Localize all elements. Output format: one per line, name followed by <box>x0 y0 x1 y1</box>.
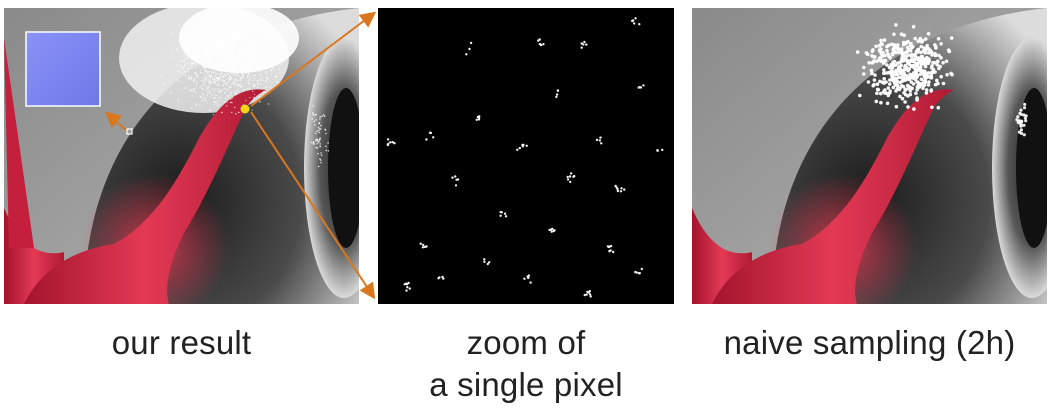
pixel-marker-box <box>126 128 133 135</box>
caption-naive-sampling: naive sampling (2h) <box>692 322 1047 364</box>
caption-zoom-line1: zoom of <box>466 324 586 361</box>
render-our-result <box>4 8 359 304</box>
caption-naive-sampling-text: naive sampling (2h) <box>723 324 1016 361</box>
zoom-pixel-speckles <box>378 8 674 304</box>
normal-map-thumbnail <box>25 31 101 107</box>
highlighted-pixel-marker <box>240 104 250 114</box>
render-naive-sampling <box>692 8 1047 304</box>
zoom-single-pixel-image <box>378 8 674 304</box>
caption-our-result-text: our result <box>111 324 252 361</box>
caption-zoom-line2: a single pixel <box>429 366 623 403</box>
naive-sampling-render-image <box>692 8 1047 304</box>
caption-zoom: zoom of a single pixel <box>378 322 674 406</box>
our-result-render-image <box>4 8 359 304</box>
caption-our-result: our result <box>4 322 359 364</box>
